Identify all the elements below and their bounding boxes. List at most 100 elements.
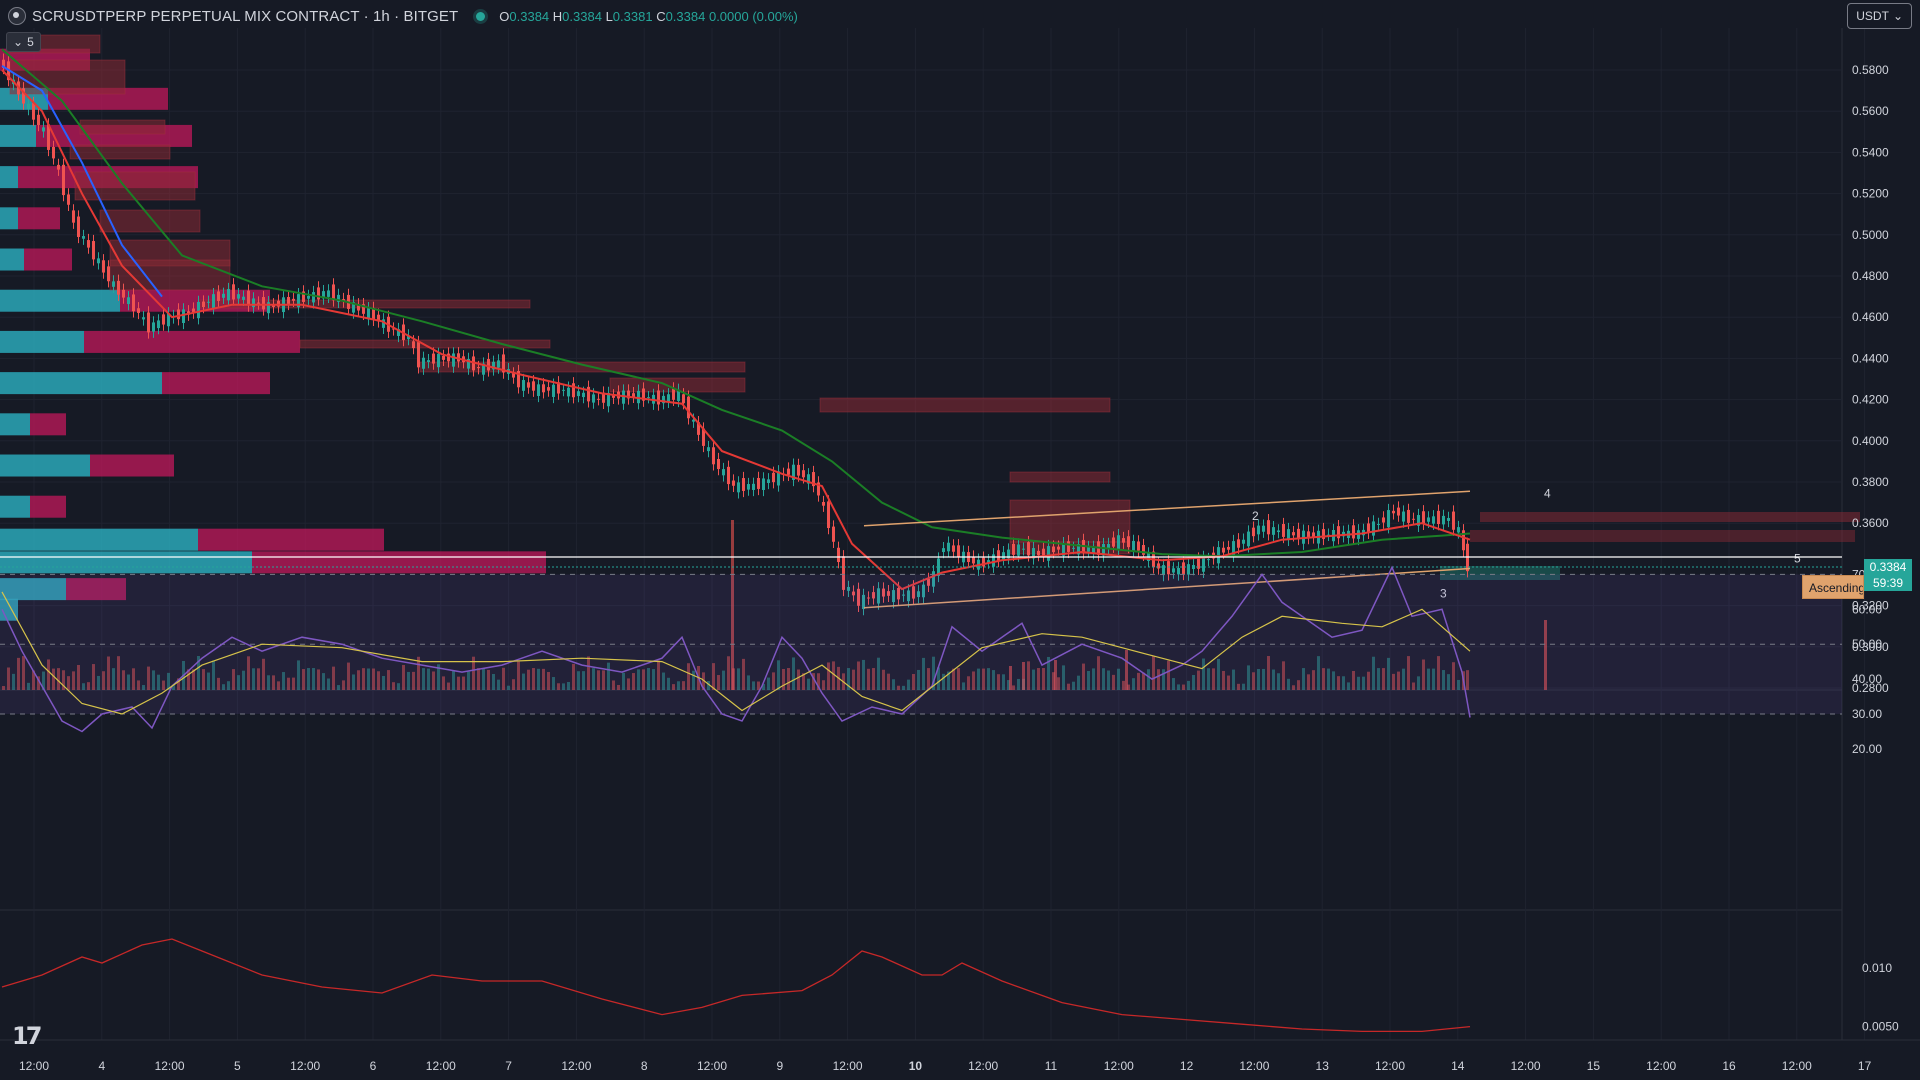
time-axis-label: 12:00: [1646, 1059, 1676, 1073]
candle-body: [362, 304, 365, 314]
candle-body: [1307, 531, 1310, 539]
volume-bar: [142, 685, 145, 690]
candle-body: [1222, 547, 1225, 553]
volume-bar: [427, 668, 430, 690]
candle-body: [1402, 511, 1405, 522]
candle-body: [112, 281, 115, 287]
candle-body: [877, 588, 880, 604]
price-axis-label: 0.3800: [1852, 475, 1889, 489]
volume-bar: [1242, 683, 1245, 690]
candle-body: [452, 353, 455, 367]
pattern-label[interactable]: Ascending: [1802, 575, 1864, 599]
candle-body: [442, 355, 445, 360]
volume-bar: [197, 656, 200, 690]
volume-profile-up-bar: [0, 528, 198, 551]
indicators-collapse-button[interactable]: ⌄ 5: [6, 32, 41, 52]
volume-bar: [1217, 658, 1220, 690]
volume-bar: [747, 675, 750, 690]
candle-body: [157, 320, 160, 329]
volume-bar: [1002, 674, 1005, 690]
volume-bar: [237, 675, 240, 690]
candle-body: [352, 302, 355, 313]
candle-body: [802, 470, 805, 478]
candle-body: [772, 472, 775, 483]
volume-bar: [522, 673, 525, 690]
time-axis-label: 12:00: [290, 1059, 320, 1073]
candle-body: [1227, 546, 1230, 550]
volume-bar: [717, 675, 720, 690]
candle-body: [562, 389, 565, 391]
candle-body: [1042, 548, 1045, 556]
candle-body: [222, 293, 225, 298]
volume-bar: [1057, 677, 1060, 690]
volume-bar: [1292, 685, 1295, 690]
candle-body: [477, 367, 480, 369]
tradingview-logo-icon[interactable]: 𝟭𝟳: [12, 1023, 42, 1050]
candle-body: [212, 294, 215, 309]
volume-bar: [272, 675, 275, 690]
time-axis-label: 12:00: [1782, 1059, 1812, 1073]
candle-body: [1372, 521, 1375, 536]
volume-bar: [692, 670, 695, 690]
volume-bar: [607, 662, 610, 690]
volume-bar: [512, 679, 515, 690]
candle-body: [1002, 552, 1005, 560]
volume-profile-down-bar: [90, 454, 174, 477]
volume-bar: [1387, 657, 1390, 690]
volume-bar: [547, 671, 550, 690]
candle-body: [777, 471, 780, 486]
volume-bar: [792, 657, 795, 690]
volume-bar: [1262, 668, 1265, 690]
candle-body: [167, 313, 170, 327]
volume-bar: [897, 685, 900, 690]
volume-bar: [1232, 669, 1235, 690]
candle-body: [77, 216, 80, 237]
unit-label: USDT: [1856, 9, 1889, 23]
candle-body: [312, 292, 315, 303]
candle-body: [457, 353, 460, 362]
candle-body: [1242, 539, 1245, 544]
supply-zone: [79, 119, 166, 135]
currency-unit-select[interactable]: USDT ⌄: [1847, 3, 1912, 29]
candle-body: [132, 294, 135, 312]
symbol-title[interactable]: SCRUSDTPERP PERPETUAL MIX CONTRACT · 1h …: [32, 7, 459, 25]
volume-bar: [587, 656, 590, 690]
candle-body: [1292, 532, 1295, 536]
candle-body: [657, 390, 660, 405]
lower-axis-label: 0.0050: [1862, 1020, 1899, 1034]
candle-body: [567, 387, 570, 397]
price-axis-label: 0.4600: [1852, 310, 1889, 324]
candle-body: [447, 353, 450, 362]
volume-bar: [572, 663, 575, 690]
volume-bar: [1442, 670, 1445, 690]
volume-bar: [377, 671, 380, 690]
candle-body: [927, 578, 930, 586]
rsi-axis-label: 60.00: [1852, 602, 1882, 616]
candle-body: [1427, 517, 1430, 522]
candle-body: [242, 296, 245, 300]
candle-body: [337, 294, 340, 302]
volume-bar: [1117, 668, 1120, 690]
volume-bar: [247, 656, 250, 690]
volume-bar: [1302, 668, 1305, 690]
volume-bar: [867, 668, 870, 690]
volume-bar: [367, 668, 370, 690]
candle-body: [202, 301, 205, 308]
candle-body: [767, 479, 770, 483]
volume-profile-up-bar: [0, 289, 120, 312]
volume-bar: [807, 678, 810, 690]
candle-body: [227, 289, 230, 301]
volume-bar: [447, 682, 450, 690]
candle-body: [437, 353, 440, 368]
candle-body: [1412, 518, 1415, 520]
ohlc-values: O0.3384 H0.3384 L0.3381 C0.3384 0.0000 (…: [499, 8, 798, 24]
time-axis-label: 9: [776, 1059, 783, 1073]
candle-body: [672, 388, 675, 400]
volume-bar: [2, 686, 5, 690]
price-axis-label: 0.2800: [1852, 681, 1889, 695]
wave-label: 2: [1252, 509, 1259, 523]
volume-bar: [1382, 668, 1385, 690]
candle-body: [1392, 510, 1395, 514]
candle-body: [897, 587, 900, 600]
